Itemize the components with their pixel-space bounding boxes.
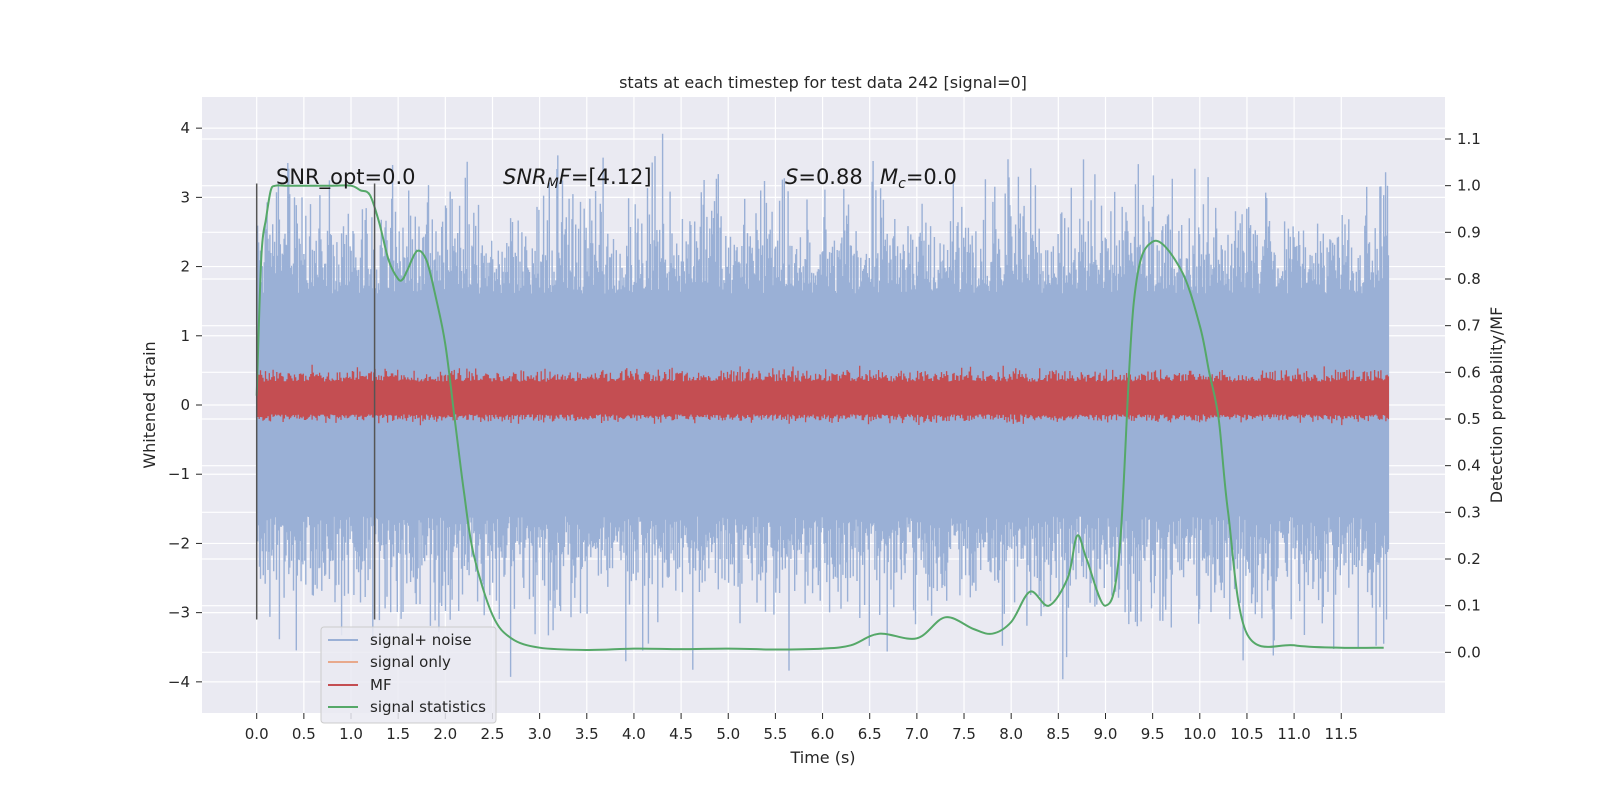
y2-axis-title: Detection probability/MF [1487, 307, 1506, 504]
snr-mf-sub: M [547, 176, 559, 192]
y2-tick-label: 0.1 [1457, 597, 1481, 615]
x-axis-ticks: 0.0 0.5 1.0 1.5 2.0 2.5 3.0 3.5 4.0 4.5 5.0 5.5 6.0 6… [245, 713, 1358, 743]
y2-tick-label: 0.4 [1457, 457, 1481, 475]
mc-sub: c [898, 176, 906, 192]
y2-axis-ticks: 0.0 0.1 0.2 0.3 0.4 0.5 0.6 0.7 0.8 0.9 1.0 1.1 [1445, 130, 1481, 661]
y-tick-label: −3 [168, 604, 190, 622]
chart-title: stats at each timestep for test data 242… [619, 73, 1027, 92]
annotation-snr-opt: SNR_opt=0.0 [276, 165, 416, 190]
y-tick-label: 0 [180, 396, 190, 414]
legend-label-signal-statistics: signal statistics [370, 698, 486, 716]
y2-tick-label: 0.0 [1457, 643, 1481, 661]
x-tick-label: 4.0 [622, 725, 646, 743]
y-axis-title: Whitened strain [140, 341, 159, 468]
x-tick-label: 0.0 [245, 725, 269, 743]
y2-tick-label: 0.6 [1457, 363, 1481, 381]
x-tick-label: 4.5 [669, 725, 693, 743]
legend-label-signal-only: signal only [370, 653, 451, 671]
annotation-snr-mf: SNRMF=[4.12] [503, 165, 652, 192]
legend-label-mf: MF [370, 676, 392, 694]
y-tick-label: −2 [168, 534, 190, 552]
legend: signal+ noise signal only MF signal stat… [320, 626, 497, 724]
x-tick-label: 6.5 [858, 725, 882, 743]
y2-tick-label: 0.5 [1457, 410, 1481, 428]
annotation-mc: Mc=0.0 [880, 165, 957, 192]
y2-tick-label: 1.1 [1457, 130, 1481, 148]
x-tick-label: 6.0 [811, 725, 835, 743]
mc-label: M [880, 165, 898, 189]
y2-tick-label: 0.2 [1457, 550, 1481, 568]
x-tick-label: 7.5 [952, 725, 976, 743]
x-tick-label: 2.5 [481, 725, 505, 743]
y-tick-label: −1 [168, 465, 190, 483]
x-tick-label: 5.0 [716, 725, 740, 743]
y2-tick-label: 0.9 [1457, 223, 1481, 241]
y-tick-label: −4 [168, 673, 190, 691]
y-tick-label: 3 [180, 188, 190, 206]
snr-mf-label: SNR [503, 165, 547, 189]
mc-value: =0.0 [906, 165, 957, 189]
x-tick-label: 8.5 [1046, 725, 1070, 743]
series-signal-statistics [255, 184, 1384, 652]
marker-lines [255, 183, 376, 620]
y-tick-label: 1 [180, 327, 190, 345]
x-tick-label: 0.5 [292, 725, 316, 743]
s-value: =0.88 [798, 165, 862, 189]
y2-tick-label: 1.0 [1457, 177, 1481, 195]
y-tick-label: 4 [180, 119, 190, 137]
snr-mf-tail: F [559, 165, 572, 189]
x-tick-label: 10.0 [1183, 725, 1216, 743]
y2-tick-label: 0.3 [1457, 503, 1481, 521]
x-tick-label: 3.5 [575, 725, 599, 743]
x-tick-label: 1.5 [386, 725, 410, 743]
x-tick-label: 9.0 [1094, 725, 1118, 743]
x-tick-label: 5.5 [763, 725, 787, 743]
y-axis-ticks: −4 −3 −2 −1 0 1 2 3 4 [168, 119, 202, 691]
x-tick-label: 7.0 [905, 725, 929, 743]
legend-label-signal-noise: signal+ noise [370, 631, 472, 649]
y2-tick-label: 0.7 [1457, 317, 1481, 335]
y2-tick-label: 0.8 [1457, 270, 1481, 288]
x-tick-label: 11.0 [1277, 725, 1310, 743]
x-tick-label: 3.0 [528, 725, 552, 743]
x-tick-label: 1.0 [339, 725, 363, 743]
x-axis-title: Time (s) [789, 748, 855, 767]
x-tick-label: 10.5 [1230, 725, 1263, 743]
annotation-s: S=0.88 [785, 165, 863, 189]
legend-box [320, 626, 497, 724]
s-label: S [785, 165, 798, 189]
y-tick-label: 2 [180, 258, 190, 276]
snr-mf-value: =[4.12] [571, 165, 652, 189]
series-mf [256, 364, 1390, 426]
x-tick-label: 8.0 [999, 725, 1023, 743]
x-tick-label: 11.5 [1325, 725, 1358, 743]
x-tick-label: 2.0 [433, 725, 457, 743]
x-tick-label: 9.5 [1141, 725, 1165, 743]
